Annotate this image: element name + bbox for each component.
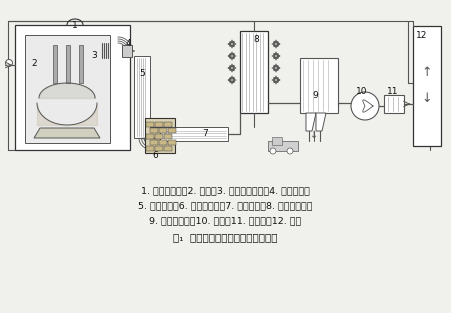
Bar bbox=[146, 146, 154, 151]
Bar bbox=[168, 128, 176, 133]
Bar bbox=[150, 140, 158, 145]
Bar bbox=[159, 140, 167, 145]
Bar bbox=[150, 128, 158, 133]
Bar bbox=[146, 134, 154, 139]
Bar bbox=[134, 56, 150, 138]
Bar bbox=[25, 35, 110, 143]
Bar bbox=[268, 141, 298, 151]
Text: 6: 6 bbox=[152, 151, 158, 160]
Text: 10: 10 bbox=[356, 86, 368, 95]
Text: ↓: ↓ bbox=[422, 91, 432, 105]
Text: 图₁  水冷＋机力风冷系统流程示意图: 图₁ 水冷＋机力风冷系统流程示意图 bbox=[173, 232, 277, 242]
Text: 1: 1 bbox=[72, 20, 78, 29]
Bar bbox=[15, 25, 130, 150]
Text: 7: 7 bbox=[202, 129, 208, 137]
Bar bbox=[79, 45, 83, 83]
Polygon shape bbox=[316, 113, 326, 131]
Text: 9: 9 bbox=[312, 90, 318, 100]
Bar bbox=[272, 137, 282, 145]
Bar bbox=[168, 140, 176, 145]
Text: 5: 5 bbox=[139, 69, 145, 78]
Text: 11: 11 bbox=[387, 86, 399, 95]
Text: 4: 4 bbox=[125, 38, 131, 48]
Circle shape bbox=[270, 148, 276, 154]
Bar bbox=[300, 58, 338, 113]
Bar bbox=[384, 95, 404, 113]
Bar bbox=[145, 118, 175, 153]
Text: 12: 12 bbox=[416, 30, 428, 39]
Circle shape bbox=[5, 59, 13, 66]
Bar bbox=[155, 122, 163, 127]
Bar bbox=[53, 45, 57, 83]
Text: 1. 电炉密闭罩；2. 电炉；3. 四孔水冷弯头；4. 水冷滑套；: 1. 电炉密闭罩；2. 电炉；3. 四孔水冷弯头；4. 水冷滑套； bbox=[141, 186, 309, 195]
Polygon shape bbox=[306, 113, 316, 131]
Bar bbox=[155, 134, 163, 139]
Polygon shape bbox=[34, 128, 100, 138]
Bar bbox=[122, 45, 132, 57]
Circle shape bbox=[287, 148, 293, 154]
Bar bbox=[146, 122, 154, 127]
Bar bbox=[164, 134, 172, 139]
Bar bbox=[66, 45, 70, 83]
Bar bbox=[155, 146, 163, 151]
Bar bbox=[160, 127, 228, 141]
Bar bbox=[413, 26, 441, 146]
Bar bbox=[164, 122, 172, 127]
Bar bbox=[240, 31, 268, 113]
Text: 3: 3 bbox=[91, 50, 97, 59]
Circle shape bbox=[351, 92, 379, 120]
Bar bbox=[164, 146, 172, 151]
Text: 5. 水冷烟道；6. 燃烧沉降室；7. 水冷烟道；8. 机力风冷器；: 5. 水冷烟道；6. 燃烧沉降室；7. 水冷烟道；8. 机力风冷器； bbox=[138, 201, 312, 210]
Text: 2: 2 bbox=[31, 59, 37, 68]
Text: 8: 8 bbox=[253, 34, 259, 44]
Text: 9. 布袋除尘器；10. 风机；11. 消声器；12. 烟囱: 9. 布袋除尘器；10. 风机；11. 消声器；12. 烟囱 bbox=[149, 216, 301, 225]
Text: ↓: ↓ bbox=[310, 130, 318, 140]
Text: ↑: ↑ bbox=[422, 66, 432, 80]
Bar bbox=[159, 128, 167, 133]
